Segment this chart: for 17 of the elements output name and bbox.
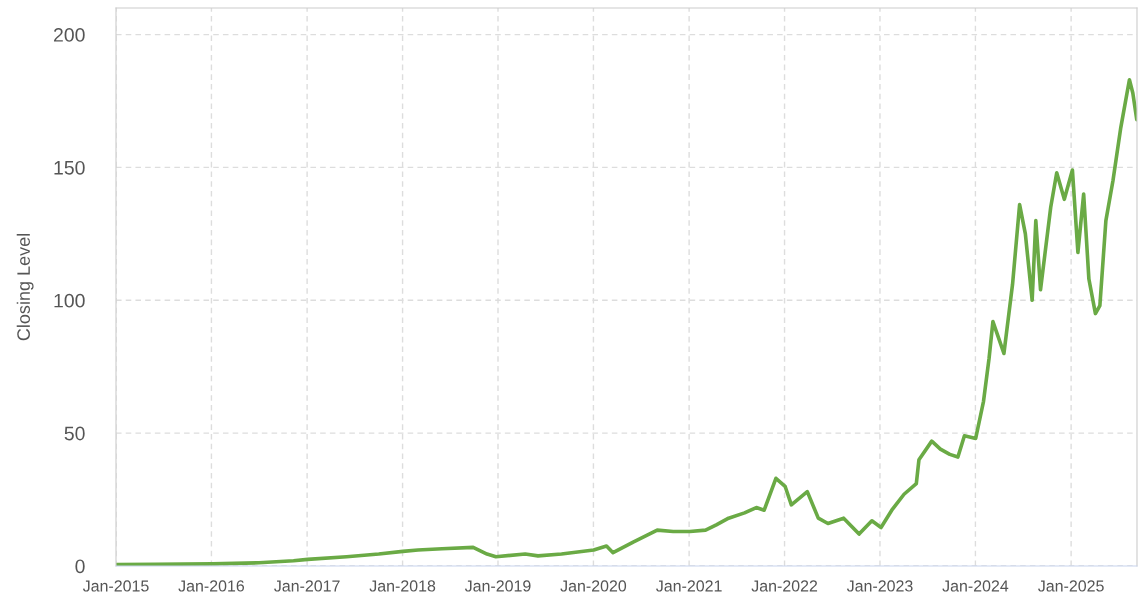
x-tick-label: Jan-2023 <box>846 580 913 592</box>
x-tick-label: Jan-2020 <box>560 580 627 592</box>
y-tick-label: 0 <box>75 559 85 574</box>
x-tick-label: Jan-2022 <box>751 580 818 592</box>
y-tick-label: 150 <box>54 160 85 175</box>
x-tick-label: Jan-2016 <box>178 580 245 592</box>
x-tick-label: Jan-2021 <box>656 580 722 592</box>
y-tick-label: 100 <box>54 293 85 308</box>
x-tick-label: Jan-2015 <box>82 580 149 592</box>
x-tick-label: Jan-2024 <box>942 580 1009 592</box>
x-tick-label: Jan-2018 <box>369 580 436 592</box>
x-tick-label: Jan-2019 <box>464 580 531 592</box>
x-tick-label: Jan-2017 <box>274 580 340 592</box>
x-tick-label: Jan-2025 <box>1038 580 1104 592</box>
y-tick-label: 200 <box>53 28 85 42</box>
y-axis-title: Closing Level <box>16 234 34 341</box>
y-tick-label: 50 <box>64 426 85 441</box>
